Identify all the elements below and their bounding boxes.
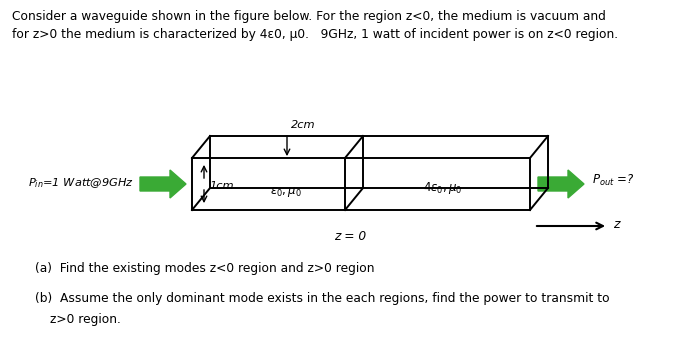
Text: (a)  Find the existing modes z<0 region and z>0 region: (a) Find the existing modes z<0 region a… bbox=[35, 262, 375, 275]
FancyArrow shape bbox=[538, 170, 584, 198]
Text: 1cm: 1cm bbox=[209, 181, 234, 191]
Text: $\varepsilon_0, \mu_0$: $\varepsilon_0, \mu_0$ bbox=[270, 185, 302, 199]
Text: $P_{out}$ =?: $P_{out}$ =? bbox=[592, 172, 634, 188]
Text: $4\varepsilon_0, \mu_0$: $4\varepsilon_0, \mu_0$ bbox=[423, 180, 462, 196]
Text: 2cm: 2cm bbox=[291, 120, 316, 130]
Text: $P_{in}$=1 Watt@9GHz: $P_{in}$=1 Watt@9GHz bbox=[28, 176, 134, 190]
Text: z: z bbox=[613, 217, 620, 230]
FancyArrow shape bbox=[140, 170, 186, 198]
Text: Consider a waveguide shown in the figure below. For the region z<0, the medium i: Consider a waveguide shown in the figure… bbox=[12, 10, 606, 23]
Text: for z>0 the medium is characterized by 4ε0, μ0.   9GHz, 1 watt of incident power: for z>0 the medium is characterized by 4… bbox=[12, 28, 618, 41]
Text: z>0 region.: z>0 region. bbox=[50, 313, 121, 326]
Text: z = 0: z = 0 bbox=[334, 230, 366, 243]
Text: (b)  Assume the only dominant mode exists in the each regions, find the power to: (b) Assume the only dominant mode exists… bbox=[35, 292, 610, 305]
